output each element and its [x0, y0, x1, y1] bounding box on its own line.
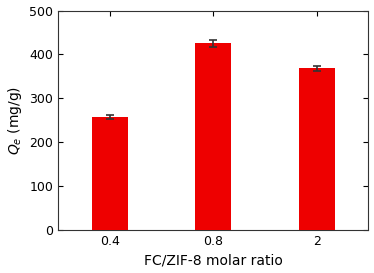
Bar: [92, 117, 128, 230]
X-axis label: FC/ZIF-8 molar ratio: FC/ZIF-8 molar ratio: [144, 253, 283, 268]
Bar: [298, 69, 335, 230]
Y-axis label: $Q_e$ (mg/g): $Q_e$ (mg/g): [6, 86, 24, 155]
Bar: [195, 43, 232, 230]
